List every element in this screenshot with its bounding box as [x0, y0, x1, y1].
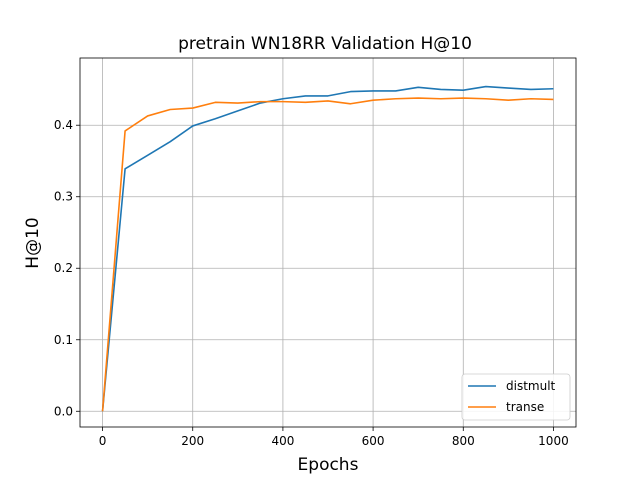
y-tick-label: 0.1 [54, 333, 73, 347]
x-tick-label: 600 [362, 434, 385, 448]
y-tick-label: 0.2 [54, 261, 73, 275]
plot-area-frame [79, 57, 577, 428]
x-tick-label: 1000 [538, 434, 569, 448]
x-tick-label: 200 [181, 434, 204, 448]
y-tick-label: 0.0 [54, 404, 73, 418]
chart-title: pretrain WN18RR Validation H@10 [178, 34, 472, 54]
series-line-distmult [101, 85, 554, 412]
series-lines [101, 85, 554, 412]
legend-label-transe: transe [506, 400, 544, 414]
legend-label-distmult: distmult [506, 379, 556, 393]
y-axis-label: H@10 [23, 217, 43, 268]
axis-ticks: 0 200 400 600 800 1000 0.0 0.1 0.2 0.3 0.4 [54, 118, 569, 448]
series-line-transe [101, 97, 554, 412]
y-tick-label: 0.3 [54, 190, 73, 204]
x-axis-label: Epochs [298, 455, 359, 475]
grid [80, 58, 576, 427]
legend: distmult transe [461, 373, 571, 421]
x-tick-label: 800 [452, 434, 475, 448]
y-tick-label: 0.4 [54, 118, 73, 132]
x-tick-label: 400 [271, 434, 294, 448]
x-tick-label: 0 [99, 434, 107, 448]
